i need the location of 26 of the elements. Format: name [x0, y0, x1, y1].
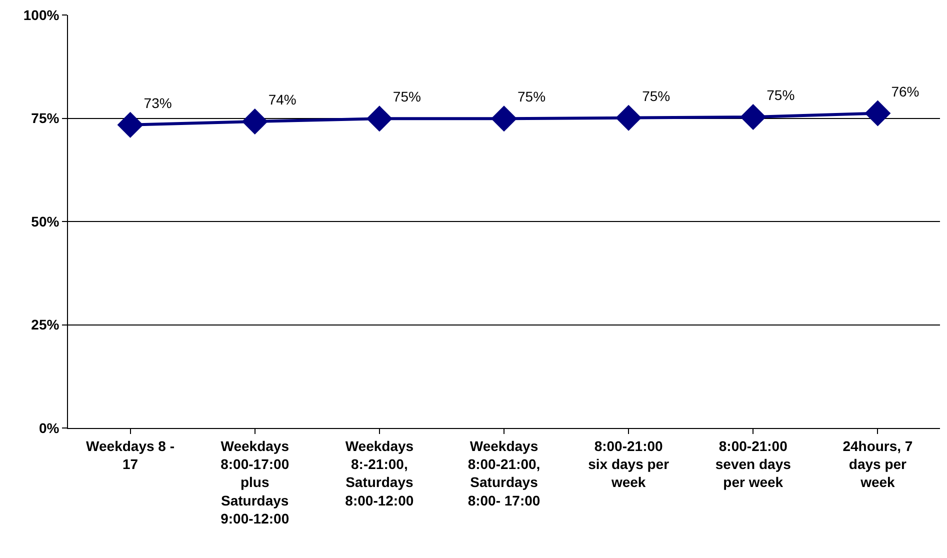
point — [242, 108, 268, 135]
point — [740, 104, 766, 130]
x-tick-label: Weekdays 8:-21:00, Saturdays 8:00-12:00 — [345, 438, 414, 508]
data-label: 75% — [642, 88, 670, 104]
x-tick-label: 8:00-21:00 seven days per week — [715, 438, 792, 490]
point — [117, 112, 144, 138]
y-tick-label: 100% — [23, 6, 60, 23]
point — [616, 104, 642, 131]
y-tick-label: 25% — [31, 316, 60, 333]
y-tick-label: 75% — [31, 110, 60, 126]
x-tick-label: Weekdays 8 - 17 — [86, 438, 175, 472]
x-tick-label: 24hours, 7 days per week — [842, 438, 913, 490]
point — [864, 100, 891, 126]
x-tick-label: Weekdays 8:00-21:00, Saturdays 8:00- 17:00 — [468, 438, 540, 508]
data-label: 75% — [518, 88, 546, 105]
y-tick-label: 50% — [31, 213, 60, 230]
data-label: 74% — [268, 92, 296, 108]
data-label: 76% — [891, 83, 920, 100]
data-label: 75% — [392, 88, 421, 105]
point — [366, 106, 392, 132]
x-tick-label: Weekdays 8:00-17:00 plus Saturdays 9:00-12:00 — [220, 438, 290, 527]
data-label: 73% — [144, 94, 172, 111]
x-tick-label: 8:00-21:00 six days per week — [588, 438, 670, 490]
point — [491, 106, 517, 132]
y-tick-label: 0% — [38, 420, 60, 436]
data-label: 75% — [766, 87, 795, 104]
